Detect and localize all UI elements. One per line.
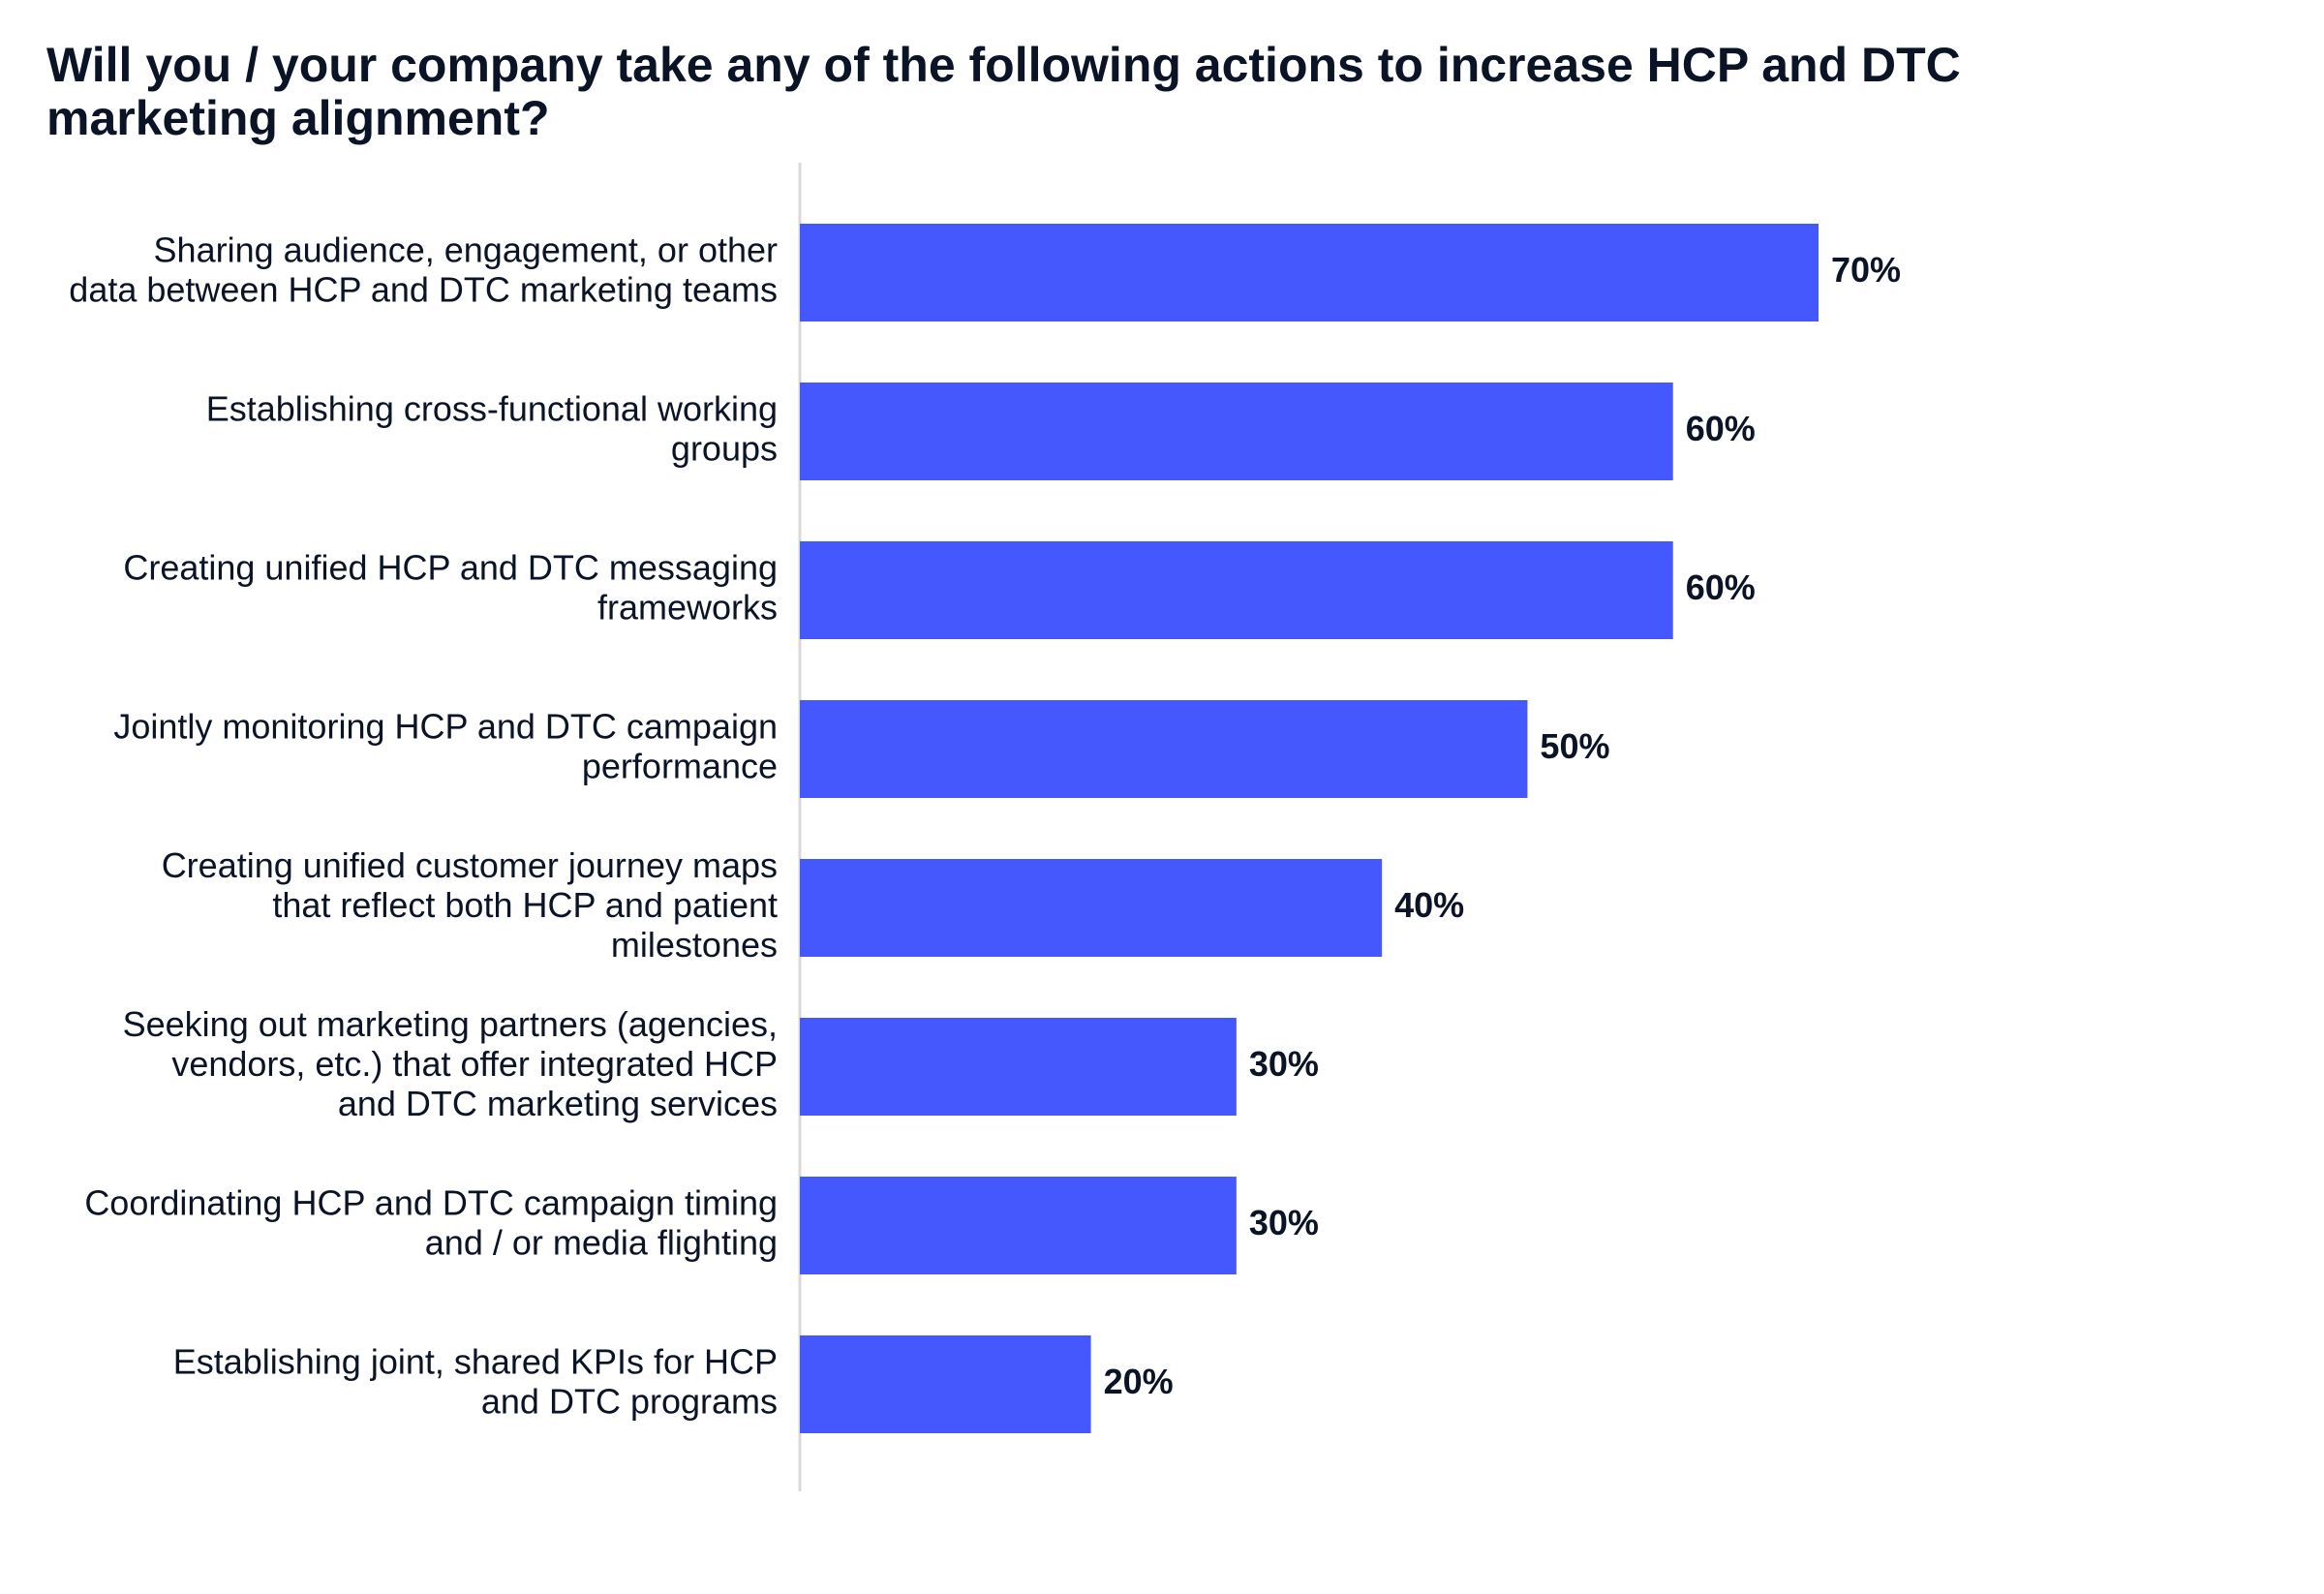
bar-5	[800, 859, 1383, 957]
category-label-6: Seeking out marketing partners (agencies…	[123, 1004, 778, 1123]
category-label-2: Establishing cross-functional working gro…	[206, 389, 778, 469]
value-label-1: 70%	[1831, 250, 1901, 290]
category-label-line: performance	[582, 747, 778, 786]
value-label-2: 60%	[1686, 409, 1756, 448]
bar-2	[800, 383, 1673, 480]
bar-3	[800, 541, 1673, 639]
value-label-4: 50%	[1540, 726, 1609, 766]
category-label-4: Jointly monitoring HCP and DTC campaign p…	[113, 707, 778, 786]
category-label-line: vendors, etc.) that offer integrated HCP	[171, 1044, 778, 1084]
category-label-1: Sharing audience, engagement, or other da…	[69, 230, 778, 310]
category-label-line: and / or media flighting	[425, 1223, 778, 1263]
category-label-7: Coordinating HCP and DTC campaign timing…	[84, 1183, 778, 1263]
bar-7	[800, 1177, 1237, 1274]
bar-8	[800, 1335, 1091, 1433]
category-label-3: Creating unified HCP and DTC messaging fr…	[123, 548, 778, 628]
value-label-3: 60%	[1686, 567, 1756, 607]
value-label-7: 30%	[1249, 1203, 1319, 1242]
category-label-line: that reflect both HCP and patient	[272, 885, 778, 925]
chart-title: Will you / your company take any of the …	[46, 38, 1961, 145]
value-label-5: 40%	[1394, 885, 1464, 925]
category-label-line: and DTC programs	[481, 1382, 778, 1422]
bar-4	[800, 700, 1528, 798]
category-label-line: data between HCP and DTC marketing teams	[69, 270, 778, 310]
bars-layer: 70% Sharing audience, engagement, or othe…	[69, 224, 1901, 1433]
category-label-line: Creating unified HCP and DTC messaging	[123, 548, 778, 588]
category-label-8: Establishing joint, shared KPIs for HCP a…	[173, 1342, 778, 1422]
category-label-line: groups	[671, 429, 778, 469]
category-label-line: frameworks	[597, 588, 778, 628]
category-label-line: Coordinating HCP and DTC campaign timing	[84, 1183, 778, 1223]
category-label-line: Establishing cross-functional working	[206, 389, 778, 429]
bar-6	[800, 1018, 1237, 1116]
category-label-line: and DTC marketing services	[338, 1084, 778, 1123]
category-label-line: Creating unified customer journey maps	[162, 845, 778, 885]
category-label-5: Creating unified customer journey maps th…	[162, 845, 778, 965]
value-label-8: 20%	[1104, 1362, 1174, 1401]
bar-1	[800, 224, 1819, 322]
category-label-line: Jointly monitoring HCP and DTC campaign	[113, 707, 778, 747]
category-label-line: milestones	[611, 925, 778, 965]
value-label-6: 30%	[1249, 1044, 1319, 1084]
category-label-line: Seeking out marketing partners (agencies…	[123, 1004, 778, 1044]
category-label-line: Sharing audience, engagement, or other	[154, 230, 778, 270]
category-label-line: Establishing joint, shared KPIs for HCP	[173, 1342, 778, 1382]
